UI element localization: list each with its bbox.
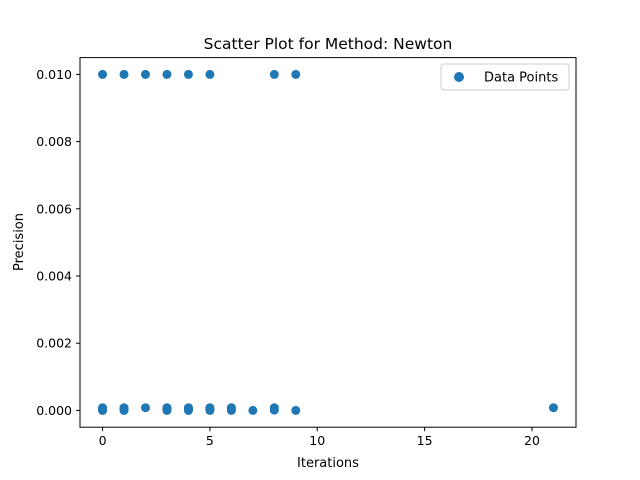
chart-title: Scatter Plot for Method: Newton xyxy=(204,35,453,53)
x-tick-label: 10 xyxy=(309,433,325,448)
y-tick-label: 0.002 xyxy=(36,336,72,351)
x-axis: 0 5 10 15 20 xyxy=(99,427,540,448)
legend-box xyxy=(440,63,570,91)
data-point xyxy=(269,403,279,413)
x-tick-label: 20 xyxy=(524,433,540,448)
data-point xyxy=(205,403,215,413)
plot-frame xyxy=(79,57,577,428)
x-tick-label: 0 xyxy=(99,433,107,448)
data-point xyxy=(291,69,301,79)
x-tick-label: 15 xyxy=(417,433,433,448)
legend: Data Points xyxy=(440,63,570,91)
y-axis: 0.000 0.002 0.004 0.006 0.008 0.010 xyxy=(36,67,80,418)
y-tick-label: 0.010 xyxy=(36,67,72,82)
data-point xyxy=(162,69,172,79)
legend-label: Data Points xyxy=(484,71,558,86)
data-point xyxy=(162,403,172,413)
data-point xyxy=(226,403,236,413)
data-point xyxy=(140,403,150,413)
legend-marker xyxy=(454,72,464,82)
data-point xyxy=(98,69,108,79)
data-point xyxy=(291,405,301,415)
data-point xyxy=(183,69,193,79)
data-point xyxy=(140,69,150,79)
y-tick-label: 0.006 xyxy=(36,201,72,216)
x-tick-label: 5 xyxy=(206,433,214,448)
y-axis-label: Precision xyxy=(12,213,27,271)
data-point xyxy=(183,403,193,413)
y-tick-label: 0.004 xyxy=(36,269,72,284)
y-tick-label: 0.000 xyxy=(36,403,72,418)
data-point xyxy=(205,69,215,79)
data-point xyxy=(98,403,108,413)
y-tick-label: 0.008 xyxy=(36,134,72,149)
data-point xyxy=(119,69,129,79)
data-points-layer xyxy=(98,69,558,415)
data-point xyxy=(119,403,129,413)
data-point xyxy=(269,69,279,79)
data-point xyxy=(248,405,258,415)
data-point xyxy=(548,403,558,413)
x-axis-label: Iterations xyxy=(297,456,359,471)
